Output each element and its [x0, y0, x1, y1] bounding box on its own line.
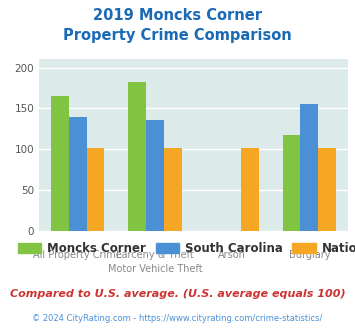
Bar: [87, 148, 104, 231]
Bar: [146, 120, 164, 231]
Bar: [51, 96, 69, 231]
Text: Compared to U.S. average. (U.S. average equals 100): Compared to U.S. average. (U.S. average …: [10, 289, 345, 299]
Bar: [164, 148, 181, 231]
Bar: [241, 148, 259, 231]
Bar: [69, 117, 87, 231]
Text: Arson: Arson: [218, 250, 246, 260]
Legend: Moncks Corner, South Carolina, National: Moncks Corner, South Carolina, National: [13, 237, 355, 260]
Text: Larceny & Theft: Larceny & Theft: [116, 250, 194, 260]
Text: 2019 Moncks Corner: 2019 Moncks Corner: [93, 8, 262, 23]
Text: Property Crime Comparison: Property Crime Comparison: [63, 28, 292, 43]
Bar: [283, 135, 300, 231]
Text: © 2024 CityRating.com - https://www.cityrating.com/crime-statistics/: © 2024 CityRating.com - https://www.city…: [32, 314, 323, 323]
Text: Burglary: Burglary: [289, 250, 330, 260]
Bar: [318, 148, 336, 231]
Bar: [300, 104, 318, 231]
Bar: [128, 82, 146, 231]
Text: Motor Vehicle Theft: Motor Vehicle Theft: [108, 264, 202, 274]
Text: All Property Crime: All Property Crime: [33, 250, 122, 260]
